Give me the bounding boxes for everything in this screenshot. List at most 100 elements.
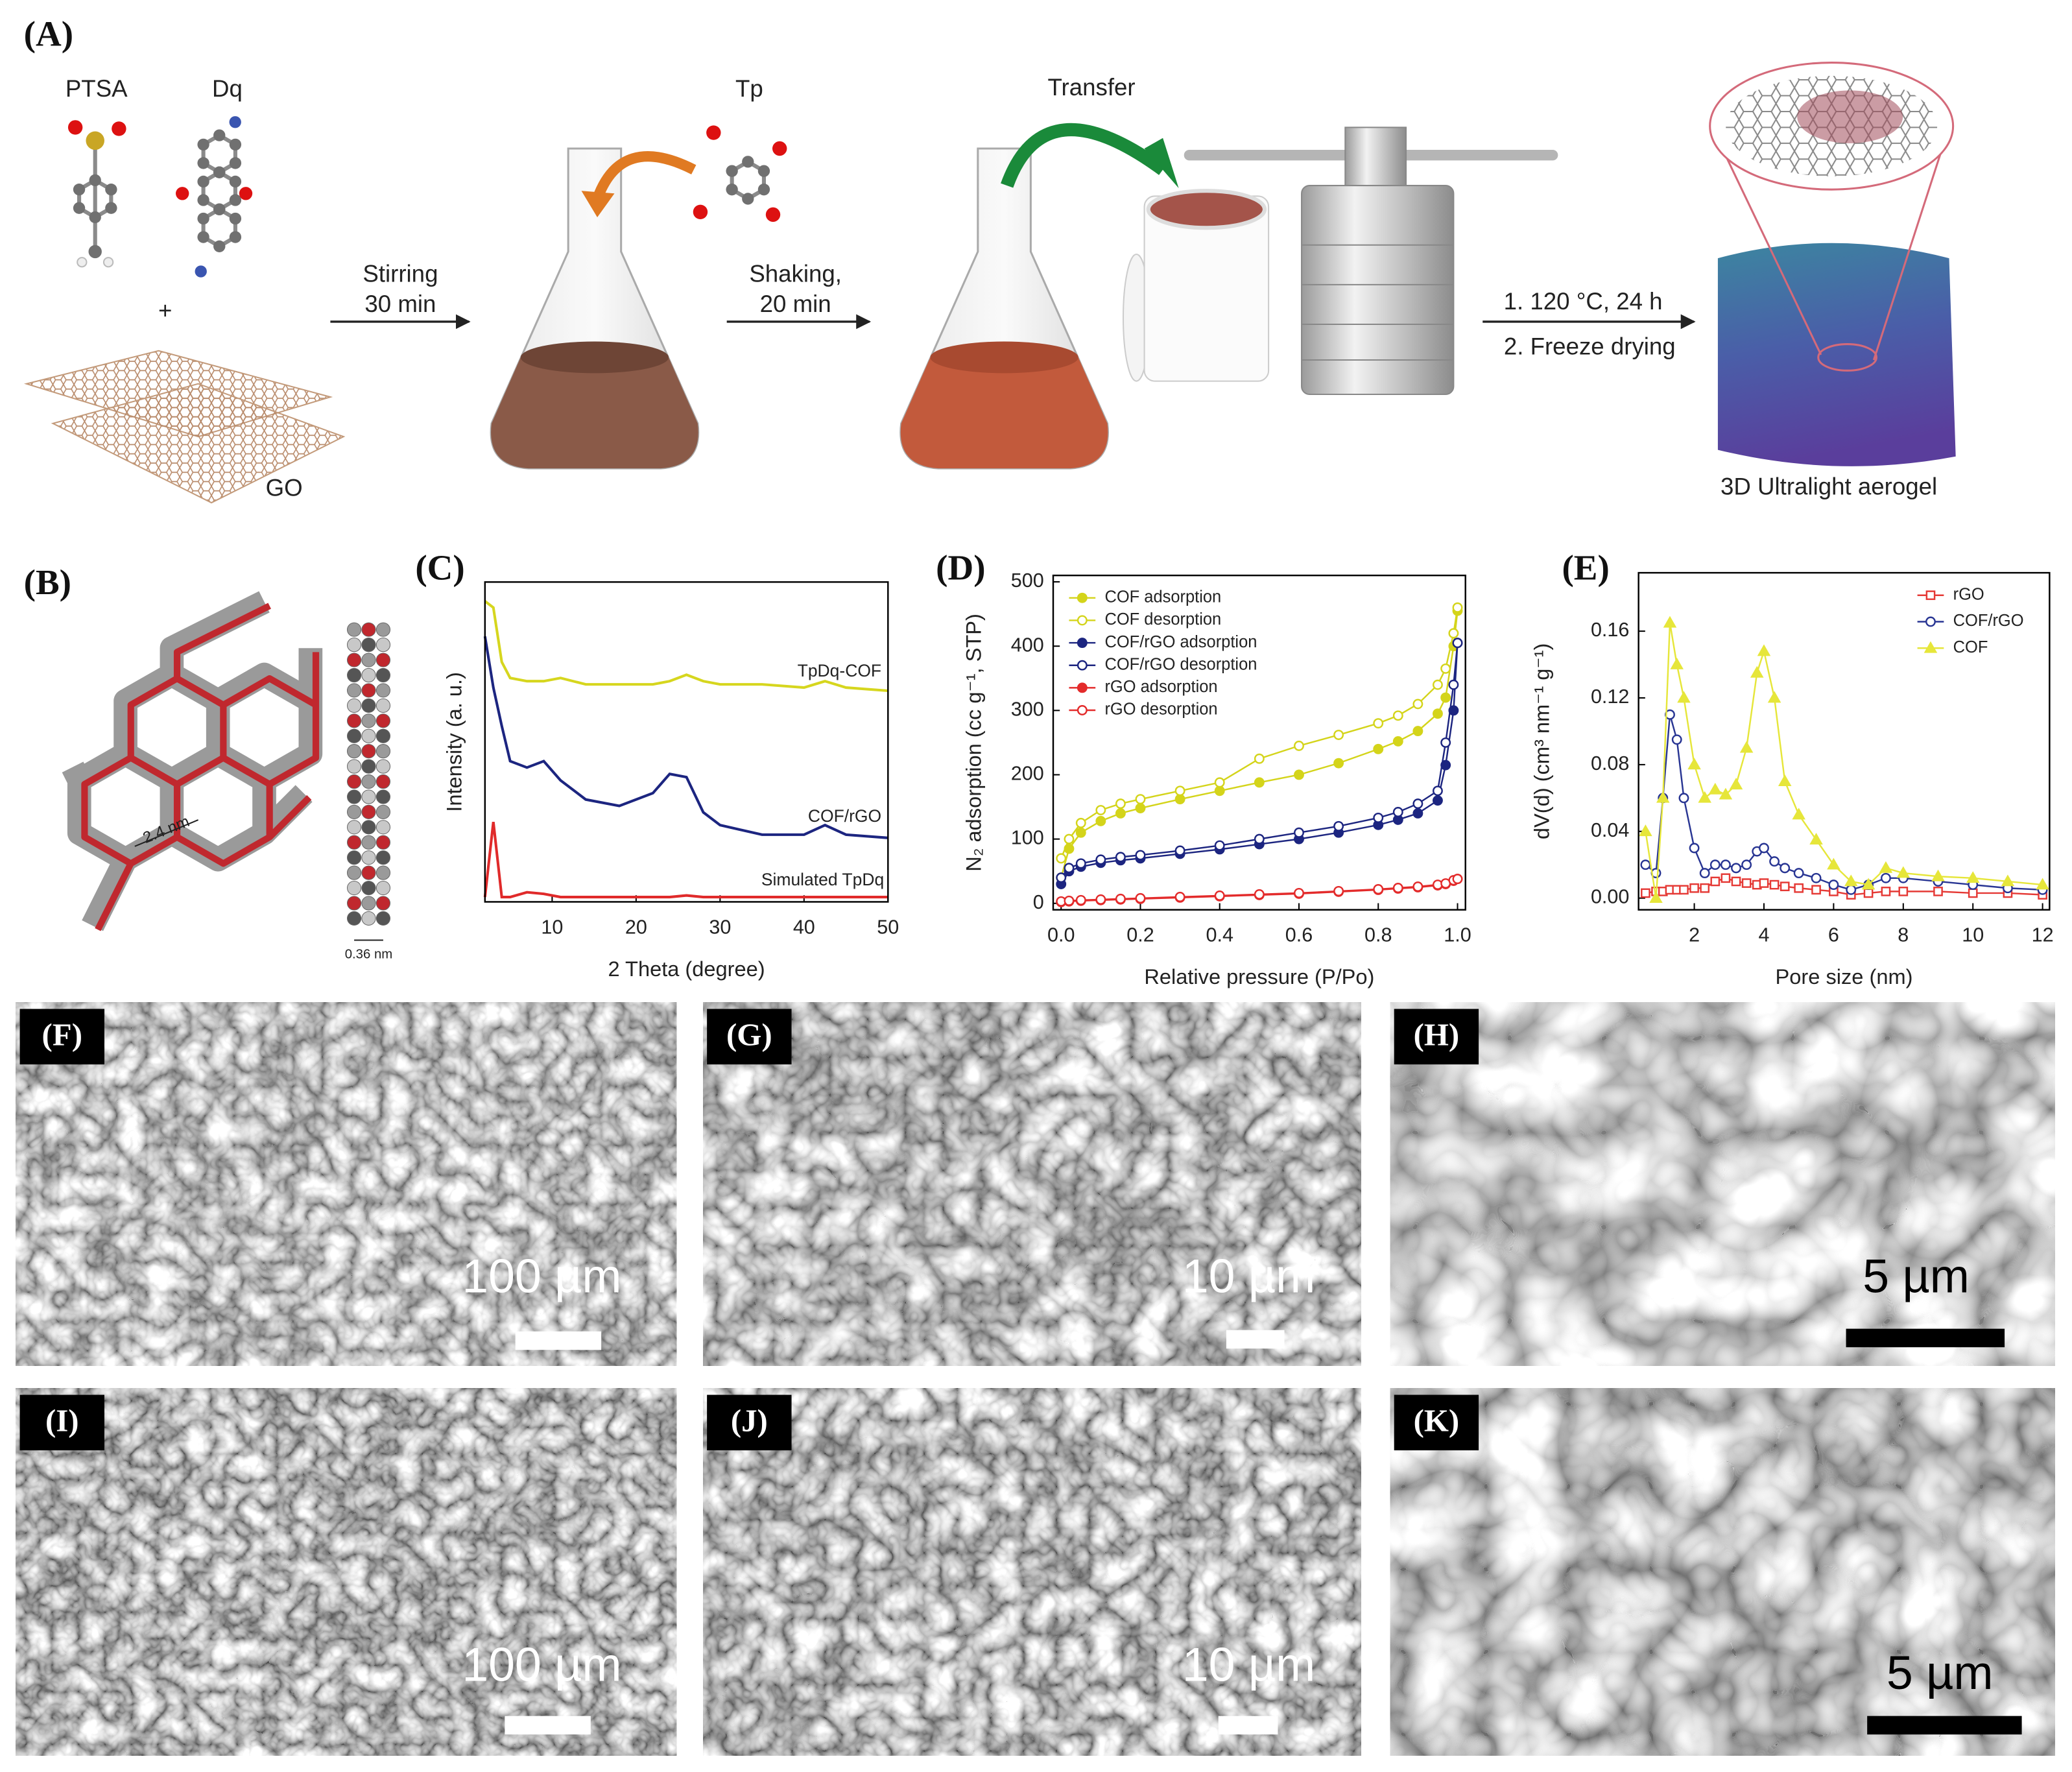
series-label: Simulated TpDq [761, 870, 884, 889]
layer-atom [346, 820, 362, 835]
layer-atom [346, 713, 362, 728]
marker [1135, 803, 1146, 813]
sem-panel: (G) 10 µm [703, 1002, 1361, 1366]
layer-atom [361, 622, 376, 637]
series-line [483, 636, 888, 839]
marker [1721, 873, 1731, 883]
marker [1710, 876, 1721, 887]
x-tick-label: 50 [877, 916, 899, 938]
layer-atom [375, 865, 391, 880]
x-tick-label: 0.6 [1285, 924, 1313, 946]
layer-atom [346, 667, 362, 683]
aerogel-block [1717, 243, 1956, 466]
legend-marker [1923, 641, 1938, 653]
step-label: 2. Freeze drying [1504, 333, 1676, 359]
x-axis-title: Pore size (nm) [1776, 964, 1913, 988]
marker [1709, 859, 1721, 870]
marker [1739, 741, 1754, 753]
dq-molecule [176, 116, 253, 278]
sem-image [703, 1002, 1361, 1366]
marker [1392, 883, 1403, 893]
oxygen-atom [772, 141, 787, 156]
x-tick-label: 10 [541, 916, 563, 938]
legend-marker [1925, 590, 1936, 601]
marker [1881, 872, 1891, 883]
marker [1095, 854, 1106, 865]
marker [1440, 692, 1451, 703]
marker [1663, 616, 1677, 628]
marker [1095, 815, 1106, 826]
zoom-line [1872, 139, 1946, 361]
sem-image [16, 1002, 677, 1366]
marker [1214, 785, 1225, 796]
y-tick-label: 400 [1011, 634, 1044, 656]
x-tick-label: 40 [793, 916, 815, 938]
step-label: 20 min [760, 291, 831, 317]
layer-atom [346, 622, 362, 637]
tp-molecule [693, 125, 787, 222]
hydrogen-atom [102, 257, 114, 268]
layer-atom [346, 744, 362, 759]
scale-bar-label: 5 µm [1887, 1646, 1994, 1699]
chart: (D) 0.0 0.2 0.4 0.6 0.8 1.0 0 100 200 300 400 500 COF… [936, 548, 1471, 989]
x-tick-label: 12 [2032, 924, 2054, 946]
scale-bar-label: 100 µm [462, 1250, 621, 1303]
marker [1809, 833, 1823, 844]
marker [1115, 798, 1126, 809]
marker [1135, 892, 1146, 904]
sem-panel: (I) 100 µm [16, 1388, 677, 1756]
marker [1731, 863, 1741, 874]
legend-marker [1077, 592, 1088, 603]
curved-arrow [592, 151, 697, 201]
layer-atom [361, 850, 376, 865]
oxygen-atom [765, 207, 781, 222]
marker [1640, 859, 1651, 870]
marker [1064, 833, 1075, 844]
series-line [483, 821, 888, 899]
marker [1769, 880, 1780, 890]
y-tick-label: 300 [1011, 698, 1044, 720]
marker [1412, 881, 1423, 892]
marker [1448, 705, 1459, 716]
layer-atom [361, 744, 376, 759]
x-tick-label: 20 [625, 916, 647, 938]
panel-label: (K) [1414, 1403, 1460, 1439]
panel-label: (E) [1562, 548, 1609, 588]
ptsa-molecule [67, 120, 126, 268]
layer-atom [346, 728, 362, 743]
marker [1174, 845, 1185, 856]
layer-atom [346, 789, 362, 804]
marker [1898, 887, 1909, 896]
marker [1294, 827, 1304, 838]
layer-atom [346, 880, 362, 896]
layer-atom [361, 774, 376, 789]
marker [1075, 817, 1086, 828]
layer-atom [375, 698, 391, 713]
layer-atom [346, 835, 362, 850]
layer-atom [375, 683, 391, 698]
layer-atom [346, 683, 362, 698]
step-label: Shaking, [749, 260, 842, 287]
marker [1452, 602, 1463, 613]
marker [1412, 699, 1423, 710]
sem-image [1390, 1388, 2055, 1756]
marker [1254, 753, 1265, 764]
layer-atom [375, 774, 391, 789]
layer-atom [346, 653, 362, 667]
layer-atom [361, 759, 376, 774]
layer-atom [375, 667, 391, 683]
marker [1432, 679, 1443, 690]
marker [1757, 644, 1771, 656]
marker [1214, 840, 1225, 851]
panel-label: (F) [42, 1017, 82, 1053]
sem-panel: (H) 5 µm [1390, 1002, 2055, 1366]
marker [1729, 778, 1743, 790]
layer-atom [361, 653, 376, 667]
marker [1432, 795, 1443, 806]
go-sheet [51, 383, 346, 504]
marker [1452, 638, 1463, 649]
panel-label-box [19, 1009, 104, 1065]
sem-panel: (K) 5 µm [1390, 1388, 2055, 1756]
layer-atom [361, 880, 376, 896]
carbon-atom [88, 245, 102, 259]
